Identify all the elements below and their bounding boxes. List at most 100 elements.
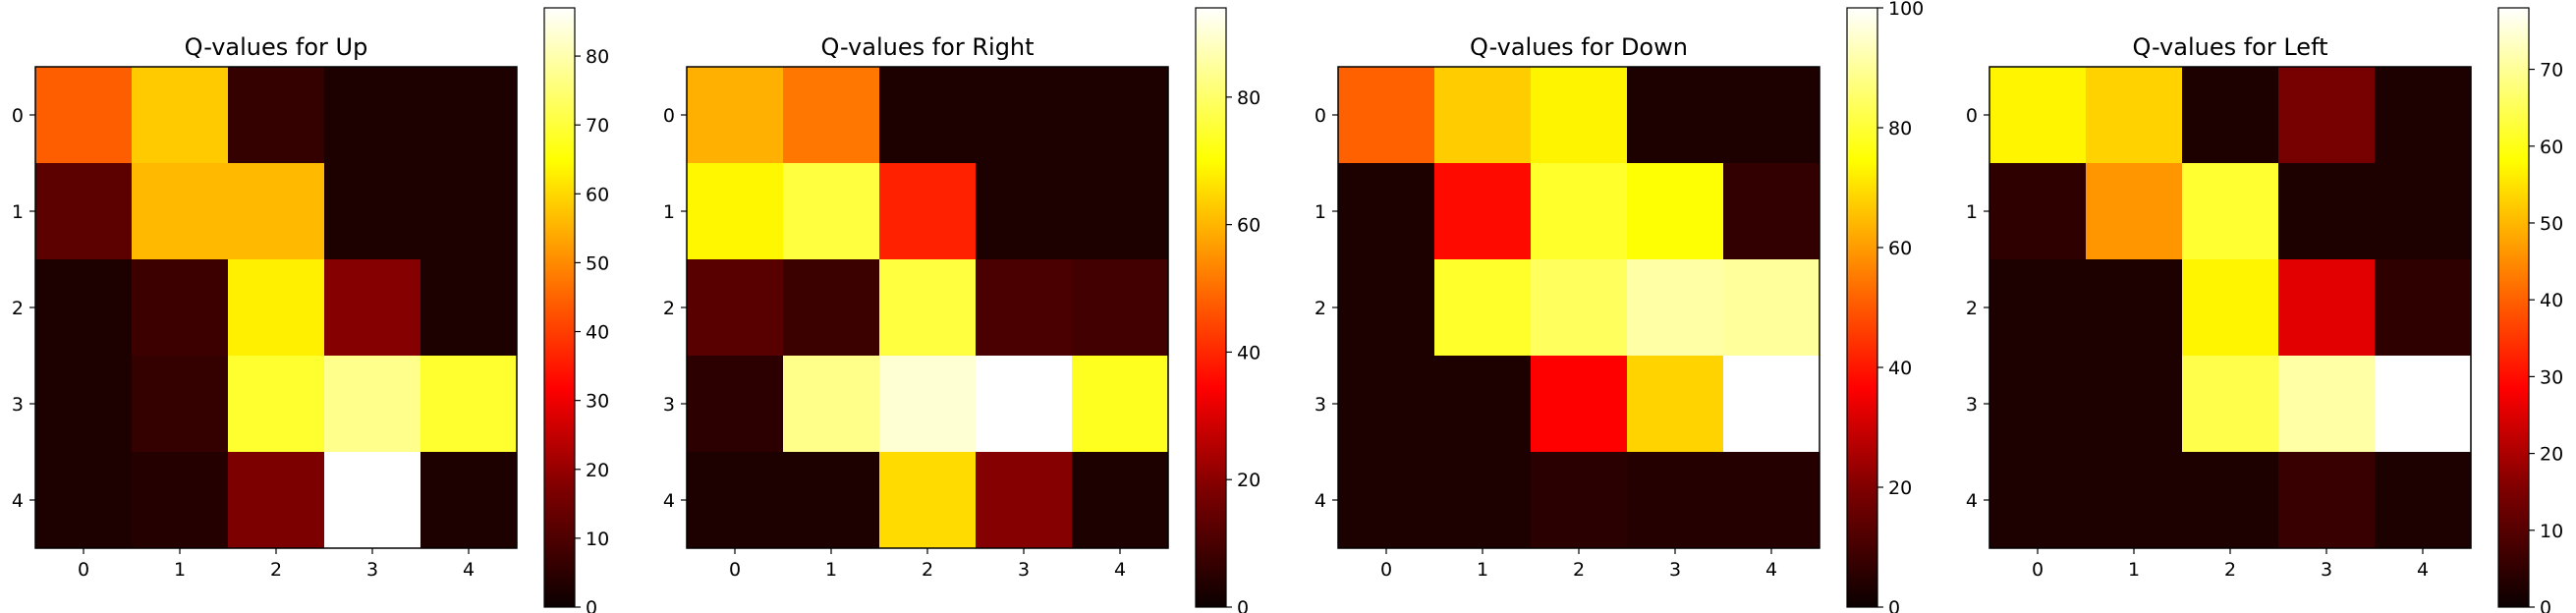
heatmap-cell xyxy=(1338,259,1435,357)
y-tick-label: 2 xyxy=(1315,298,1326,319)
y-tick-label: 4 xyxy=(12,490,24,512)
heatmap-cell xyxy=(132,163,229,260)
x-tick-label: 1 xyxy=(1477,559,1488,581)
heatmap-cell xyxy=(2278,67,2376,164)
heatmap-cell xyxy=(976,163,1073,260)
heatmap-cell xyxy=(228,356,325,453)
heatmap-cell xyxy=(2182,67,2279,164)
chart-title: Q-values for Down xyxy=(1470,33,1688,61)
heatmap-cell xyxy=(2182,452,2279,549)
heatmap-cell xyxy=(1627,67,1724,164)
heatmap-cell xyxy=(1072,452,1169,549)
x-tick-label: 1 xyxy=(174,559,186,581)
heatmap-cell xyxy=(1989,67,2087,164)
colorbar-tick-label: 20 xyxy=(1237,470,1260,491)
heatmap-cell xyxy=(879,67,977,164)
colorbar-tick-label: 70 xyxy=(586,115,609,137)
heatmap-cell xyxy=(1989,452,2087,549)
heatmap-cell xyxy=(228,163,325,260)
colorbar-tick-label: 0 xyxy=(586,597,597,613)
heatmap-cell xyxy=(783,163,880,260)
heatmap-cell xyxy=(1989,356,2087,453)
heatmap-cell xyxy=(1989,163,2087,260)
heatmap-cell xyxy=(2086,259,2183,357)
y-tick-label: 0 xyxy=(1315,105,1326,127)
heatmap-cell xyxy=(420,163,518,260)
colorbar-tick-label: 0 xyxy=(1237,597,1249,613)
heatmap-cell xyxy=(1338,163,1435,260)
x-tick-label: 1 xyxy=(825,559,837,581)
heatmap-cell xyxy=(687,67,784,164)
heatmap-cell xyxy=(35,452,133,549)
heatmap-cell xyxy=(324,356,421,453)
heatmap-cell xyxy=(35,356,133,453)
heatmap-cell xyxy=(976,67,1073,164)
heatmap-cell xyxy=(1723,67,1820,164)
y-tick-label: 1 xyxy=(1315,201,1326,223)
heatmap-cell xyxy=(1627,356,1724,453)
heatmap-cell xyxy=(2375,67,2472,164)
colorbar-tick-label: 40 xyxy=(1237,342,1260,363)
heatmap-cell xyxy=(783,356,880,453)
heatmap-cell xyxy=(783,259,880,357)
heatmap-cell xyxy=(1723,452,1820,549)
x-tick-label: 2 xyxy=(270,559,282,581)
colorbar-tick-label: 40 xyxy=(586,322,609,344)
heatmap-cell xyxy=(1072,356,1169,453)
heatmap-cell xyxy=(2182,356,2279,453)
heatmap-cell xyxy=(420,452,518,549)
heatmap-cell xyxy=(976,356,1073,453)
colorbar-tick-label: 20 xyxy=(586,460,609,481)
colorbar-tick-label: 80 xyxy=(1237,87,1260,109)
colorbar-tick-label: 50 xyxy=(2540,213,2563,235)
heatmap-cell xyxy=(687,356,784,453)
chart-title: Q-values for Left xyxy=(2132,33,2327,61)
heatmap-cell xyxy=(783,452,880,549)
y-tick-label: 1 xyxy=(1966,201,1978,223)
heatmap-cell xyxy=(879,163,977,260)
x-tick-label: 3 xyxy=(1669,559,1681,581)
heatmap-cell xyxy=(1072,163,1169,260)
heatmap-cell xyxy=(687,163,784,260)
y-tick-label: 3 xyxy=(1966,394,1978,416)
x-tick-label: 2 xyxy=(922,559,933,581)
x-tick-label: 0 xyxy=(729,559,741,581)
colorbar xyxy=(2497,7,2530,608)
x-tick-label: 3 xyxy=(2321,559,2332,581)
colorbar xyxy=(1846,7,1878,608)
heatmap-cell xyxy=(228,452,325,549)
heatmap-cell xyxy=(2182,259,2279,357)
chart-title: Q-values for Up xyxy=(185,33,368,61)
heatmap-cell xyxy=(1723,356,1820,453)
heatmap-cell xyxy=(1531,259,1628,357)
y-tick-label: 2 xyxy=(1966,298,1978,319)
heatmap-cell xyxy=(2086,163,2183,260)
heatmap-cell xyxy=(1072,259,1169,357)
y-tick-label: 0 xyxy=(663,105,675,127)
heatmap-cell xyxy=(2278,452,2376,549)
heatmap-cell xyxy=(324,259,421,357)
heatmap-cell xyxy=(324,67,421,164)
x-tick-label: 4 xyxy=(1765,559,1777,581)
x-tick-label: 3 xyxy=(366,559,378,581)
x-tick-label: 1 xyxy=(2128,559,2140,581)
heatmap-cell xyxy=(1531,452,1628,549)
colorbar-tick-label: 0 xyxy=(2540,597,2551,613)
colorbar-tick-label: 10 xyxy=(2540,521,2563,542)
colorbar-tick-label: 60 xyxy=(2540,137,2563,158)
y-tick-label: 1 xyxy=(12,201,24,223)
heatmap-cell xyxy=(420,67,518,164)
y-tick-label: 4 xyxy=(1966,490,1978,512)
heatmap-cell xyxy=(1989,259,2087,357)
y-tick-label: 4 xyxy=(1315,490,1326,512)
heatmap-cell xyxy=(1338,67,1435,164)
heatmap-cell xyxy=(1531,356,1628,453)
y-tick-label: 3 xyxy=(1315,394,1326,416)
heatmap-cell xyxy=(2278,163,2376,260)
heatmap-cell xyxy=(132,452,229,549)
y-tick-label: 2 xyxy=(12,298,24,319)
heatmap-cell xyxy=(1434,163,1532,260)
